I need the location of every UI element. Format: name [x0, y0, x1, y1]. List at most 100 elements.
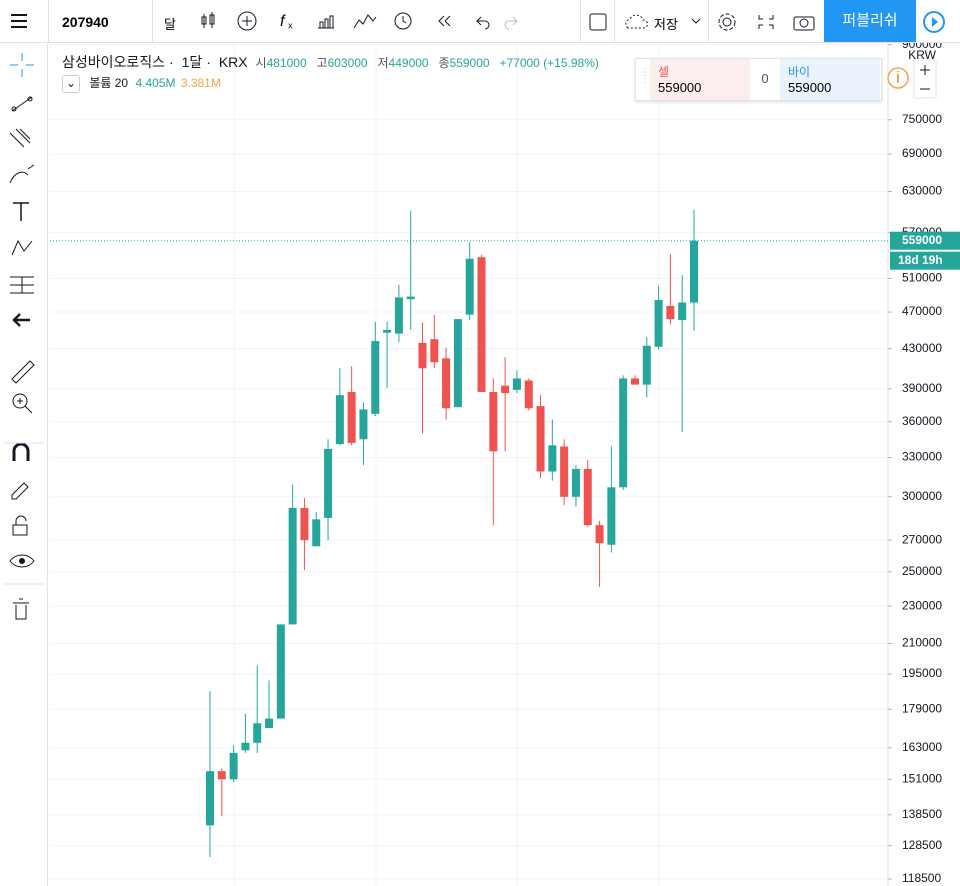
price-label-bg	[890, 231, 960, 250]
volume-label: 볼륨 20	[89, 76, 129, 90]
candle-body	[453, 319, 462, 408]
candle-body	[335, 395, 344, 445]
y-tick-label: 230000	[902, 598, 942, 612]
candle-body	[406, 296, 415, 300]
candle-body	[536, 406, 545, 472]
candle-body	[666, 305, 675, 320]
collapse-button[interactable]: ⌄	[62, 74, 80, 93]
candle-body	[206, 771, 214, 826]
y-tick-label: 163000	[902, 740, 942, 754]
high-value: 603000	[327, 56, 368, 70]
svg-text:x: x	[288, 20, 293, 30]
candle-body	[512, 378, 521, 390]
candle-body	[371, 341, 380, 414]
candle-body	[548, 445, 557, 472]
panel-controls[interactable]	[884, 60, 960, 100]
y-tick-label: 630000	[902, 184, 942, 198]
interval[interactable]: 달	[164, 17, 176, 32]
price-label: 559000	[902, 233, 942, 247]
buy-button[interactable]: 바이 559000	[780, 59, 880, 100]
y-tick-label: 390000	[902, 381, 942, 395]
open-value: 481000	[266, 56, 307, 70]
candle-body	[324, 448, 333, 518]
price-axis-bg	[888, 42, 960, 886]
volume-ma: 3.381M	[180, 76, 221, 90]
candle-body	[524, 380, 533, 409]
candle-body	[430, 339, 439, 363]
countdown: 18d 19h	[898, 253, 943, 267]
candle-body	[265, 718, 274, 729]
menu[interactable]	[8, 10, 30, 37]
candle-body	[229, 752, 238, 780]
y-tick-label: 270000	[902, 532, 942, 546]
countdown-bg	[890, 251, 960, 270]
candle-body	[300, 507, 309, 541]
buy-label: 바이	[788, 65, 811, 79]
candle-body	[217, 771, 226, 780]
candle-body	[630, 378, 639, 385]
sell-button[interactable]: 셀 559000	[650, 59, 750, 100]
high-label: 고	[316, 56, 328, 70]
save[interactable]: 저장	[654, 17, 678, 32]
candle-body	[418, 342, 427, 369]
candle-body	[654, 299, 663, 347]
candle-body	[607, 487, 616, 545]
currency-label: KRW	[908, 48, 936, 62]
candle-body	[288, 507, 297, 625]
publish-button[interactable]: 퍼블리쉬	[824, 0, 916, 42]
toolbar-right-icons[interactable]	[715, 10, 825, 34]
y-tick-label: 470000	[902, 304, 942, 318]
low-value: 449000	[388, 56, 429, 70]
candle-body	[383, 329, 392, 333]
change: +77000 (+15.98%)	[499, 56, 599, 70]
candle-body	[477, 257, 486, 393]
volume-value: 4.405M	[135, 76, 176, 90]
y-tick-label: 118500	[902, 871, 941, 885]
layout-icon[interactable]	[588, 12, 608, 32]
y-tick-label: 179000	[902, 701, 942, 715]
candle-body	[312, 519, 321, 547]
symbol[interactable]: 207940	[62, 14, 109, 30]
play-button[interactable]	[922, 10, 946, 34]
y-tick-label: 195000	[902, 666, 942, 680]
y-tick-label: 690000	[902, 146, 942, 160]
candle-body	[571, 468, 580, 497]
open-label: 시	[255, 56, 267, 70]
y-tick-label: 128500	[902, 838, 942, 852]
candle-body	[583, 468, 592, 526]
y-tick-label: 151000	[902, 771, 942, 785]
candle-body	[276, 624, 285, 719]
candle-body	[560, 446, 569, 497]
y-tick-label: 330000	[902, 450, 942, 464]
symbol-name: 삼성바이오로직스	[62, 54, 166, 70]
y-tick-label: 510000	[902, 271, 942, 285]
candle-body	[465, 258, 474, 315]
svg-text:f: f	[280, 13, 286, 30]
left-toolbar	[0, 43, 48, 886]
spread: 0	[761, 71, 769, 86]
candle-body	[347, 392, 356, 443]
order-panel: ⋮⋮⋮⋮ 셀 559000 0 바이 559000	[635, 58, 882, 101]
sell-label: 셀	[658, 65, 670, 79]
y-tick-label: 300000	[902, 489, 942, 503]
y-tick-label: 360000	[902, 414, 942, 428]
exchange: KRX	[218, 54, 248, 70]
candle-body	[642, 345, 651, 385]
volume-row: ⌄ 볼륨 20 4.405M 3.381M	[62, 74, 221, 93]
drawing-tools[interactable]	[0, 43, 47, 663]
y-tick-label: 430000	[902, 341, 942, 355]
cloud-icon[interactable]	[622, 12, 652, 32]
y-tick-label: 138500	[902, 807, 942, 821]
candle-body	[359, 409, 368, 440]
y-tick-label: 250000	[902, 564, 942, 578]
buy-price: 559000	[788, 80, 832, 95]
candle-body	[619, 378, 628, 488]
candle-body	[241, 742, 250, 751]
candle-body	[394, 297, 403, 334]
candle-body	[489, 392, 498, 452]
candle-body	[253, 723, 262, 743]
